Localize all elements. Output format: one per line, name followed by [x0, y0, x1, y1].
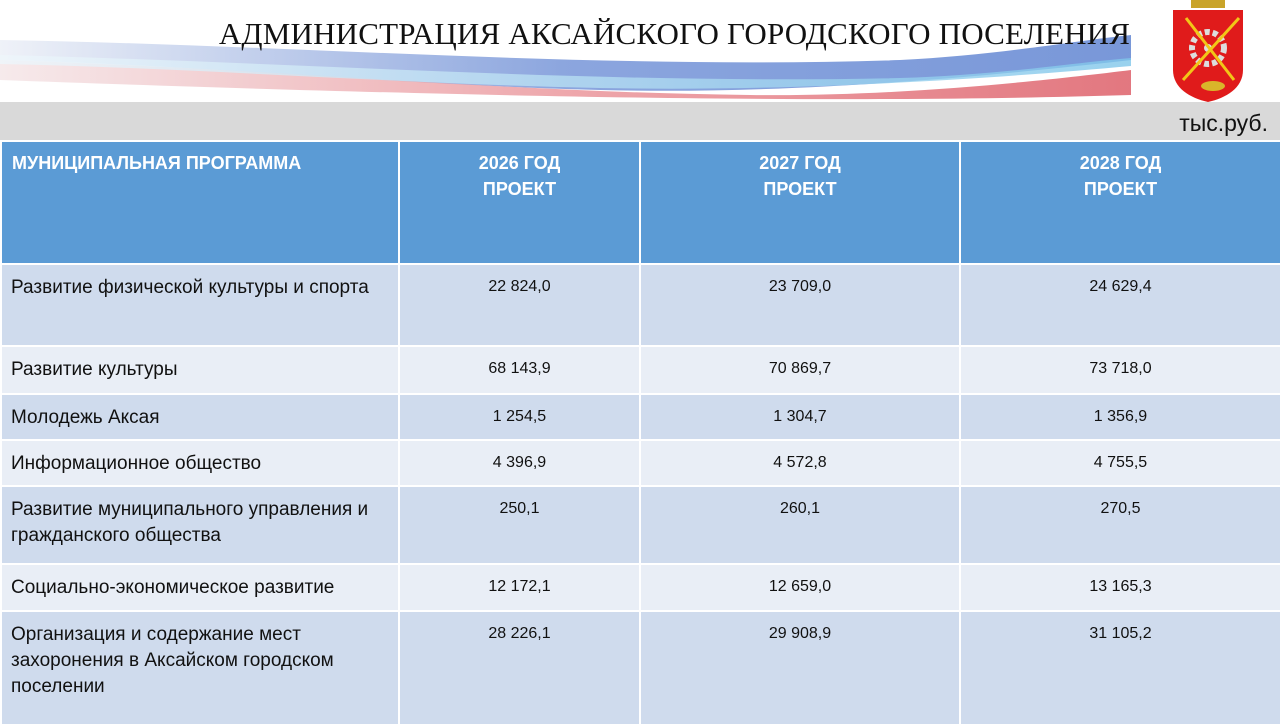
value-2027: 23 709,0 [639, 263, 961, 347]
value-2027: 29 908,9 [639, 610, 961, 726]
table-row: Молодежь Аксая 1 254,5 1 304,7 1 356,9 [0, 393, 1280, 441]
value-2028: 13 165,3 [959, 563, 1280, 612]
value-2026: 250,1 [398, 485, 641, 565]
program-name: Организация и содержание мест захоронени… [0, 610, 400, 726]
page-title-text: АДМИНИСТРАЦИЯ АКСАЙСКОГО ГОРОДСКОГО ПОСЕ… [218, 16, 1131, 51]
program-name: Развитие физической культуры и спорта [0, 263, 400, 347]
value-2026: 28 226,1 [398, 610, 641, 726]
column-header-2028: 2028 ГОД ПРОЕКТ [959, 140, 1280, 265]
value-2027: 260,1 [639, 485, 961, 565]
units-label: тыс.руб. [1179, 110, 1268, 136]
value-2028: 270,5 [959, 485, 1280, 565]
value-2028: 1 356,9 [959, 393, 1280, 441]
slide-header: АДМИНИСТРАЦИЯ АКСАЙСКОГО ГОРОДСКОГО ПОСЕ… [0, 0, 1280, 102]
column-header-2026-text: 2026 ГОД ПРОЕКТ [478, 153, 561, 199]
program-name: Развитие культуры [0, 345, 400, 395]
value-2027: 4 572,8 [639, 439, 961, 487]
units-band [0, 102, 1280, 140]
table-row: Развитие физической культуры и спорта 22… [0, 263, 1280, 347]
value-2026: 1 254,5 [398, 393, 641, 441]
value-2026: 4 396,9 [398, 439, 641, 487]
value-2026: 68 143,9 [398, 345, 641, 395]
table-row: Организация и содержание мест захоронени… [0, 610, 1280, 726]
coat-of-arms-logo [1173, 0, 1243, 102]
column-header-2027-text: 2027 ГОД ПРОЕКТ [759, 153, 841, 199]
column-header-2028-text: 2028 ГОД ПРОЕКТ [1079, 153, 1162, 199]
value-2027: 12 659,0 [639, 563, 961, 612]
program-name: Социально-экономическое развитие [0, 563, 400, 612]
table-row: Социально-экономическое развитие 12 172,… [0, 563, 1280, 612]
value-2028: 4 755,5 [959, 439, 1280, 487]
value-2026: 12 172,1 [398, 563, 641, 612]
page-title: АДМИНИСТРАЦИЯ АКСАЙСКОГО ГОРОДСКОГО ПОСЕ… [0, 16, 1275, 52]
value-2028: 73 718,0 [959, 345, 1280, 395]
value-2027: 1 304,7 [639, 393, 961, 441]
column-header-program: МУНИЦИПАЛЬНАЯ ПРОГРАММА [0, 140, 400, 265]
value-2028: 24 629,4 [959, 263, 1280, 347]
program-name: Развитие муниципального управления и гра… [0, 485, 400, 565]
table-row: Развитие культуры 68 143,9 70 869,7 73 7… [0, 345, 1280, 395]
budget-table: МУНИЦИПАЛЬНАЯ ПРОГРАММА 2026 ГОД ПРОЕКТ … [0, 140, 1280, 726]
value-2027: 70 869,7 [639, 345, 961, 395]
tricolor-wave-decoration [0, 35, 1131, 100]
column-header-2026: 2026 ГОД ПРОЕКТ [398, 140, 641, 265]
table-header-row: МУНИЦИПАЛЬНАЯ ПРОГРАММА 2026 ГОД ПРОЕКТ … [0, 140, 1280, 265]
table-row: Информационное общество 4 396,9 4 572,8 … [0, 439, 1280, 487]
logo-container [1131, 0, 1280, 102]
column-header-2027: 2027 ГОД ПРОЕКТ [639, 140, 961, 265]
table-row: Развитие муниципального управления и гра… [0, 485, 1280, 565]
program-name: Молодежь Аксая [0, 393, 400, 441]
value-2028: 31 105,2 [959, 610, 1280, 726]
value-2026: 22 824,0 [398, 263, 641, 347]
program-name: Информационное общество [0, 439, 400, 487]
